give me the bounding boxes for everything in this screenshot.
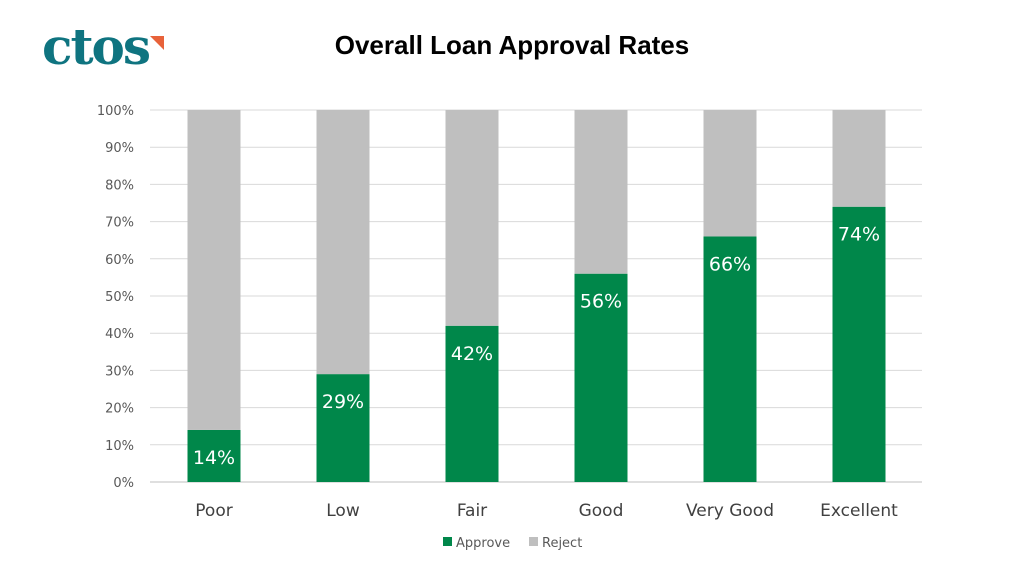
bar-approve xyxy=(574,273,628,482)
y-tick-label: 40% xyxy=(105,327,134,342)
x-tick-label: Good xyxy=(579,501,624,521)
bar-approve xyxy=(832,206,886,482)
legend-swatch-approve xyxy=(443,537,452,546)
data-label: 66% xyxy=(709,253,751,275)
bar-approve xyxy=(703,236,757,482)
y-tick-label: 20% xyxy=(105,402,134,417)
bar-reject xyxy=(832,110,886,207)
bar-reject xyxy=(187,110,241,430)
bar-approve xyxy=(445,325,499,482)
data-label: 42% xyxy=(451,343,493,365)
legend-label-approve: Approve xyxy=(456,536,510,551)
bar-reject xyxy=(703,110,757,237)
chart-title: Overall Loan Approval Rates xyxy=(334,30,690,60)
y-tick-label: 30% xyxy=(105,364,134,379)
x-tick-label: Very Good xyxy=(686,501,774,521)
x-tick-label: Low xyxy=(326,501,360,521)
data-label: 14% xyxy=(193,447,235,469)
bar-reject xyxy=(445,110,499,326)
legend-swatch-reject xyxy=(529,537,538,546)
data-label: 74% xyxy=(838,224,880,246)
y-tick-label: 10% xyxy=(105,439,134,454)
y-tick-label: 90% xyxy=(105,141,134,156)
x-tick-label: Fair xyxy=(457,501,487,521)
bar-approve xyxy=(187,429,241,482)
data-label: 29% xyxy=(322,391,364,413)
legend-label-reject: Reject xyxy=(542,536,582,551)
bar-approve xyxy=(316,374,370,482)
y-tick-label: 60% xyxy=(105,253,134,268)
bar-reject xyxy=(574,110,628,274)
x-tick-label: Excellent xyxy=(820,501,898,521)
y-tick-label: 0% xyxy=(113,476,134,491)
x-tick-label: Poor xyxy=(195,501,232,521)
y-tick-label: 100% xyxy=(97,104,134,119)
ctos-logo: ctos xyxy=(42,17,151,76)
y-tick-label: 50% xyxy=(105,290,134,305)
data-label: 56% xyxy=(580,291,622,313)
y-tick-label: 80% xyxy=(105,178,134,193)
y-tick-label: 70% xyxy=(105,216,134,231)
logo-accent-triangle xyxy=(150,36,164,50)
bar-reject xyxy=(316,110,370,375)
